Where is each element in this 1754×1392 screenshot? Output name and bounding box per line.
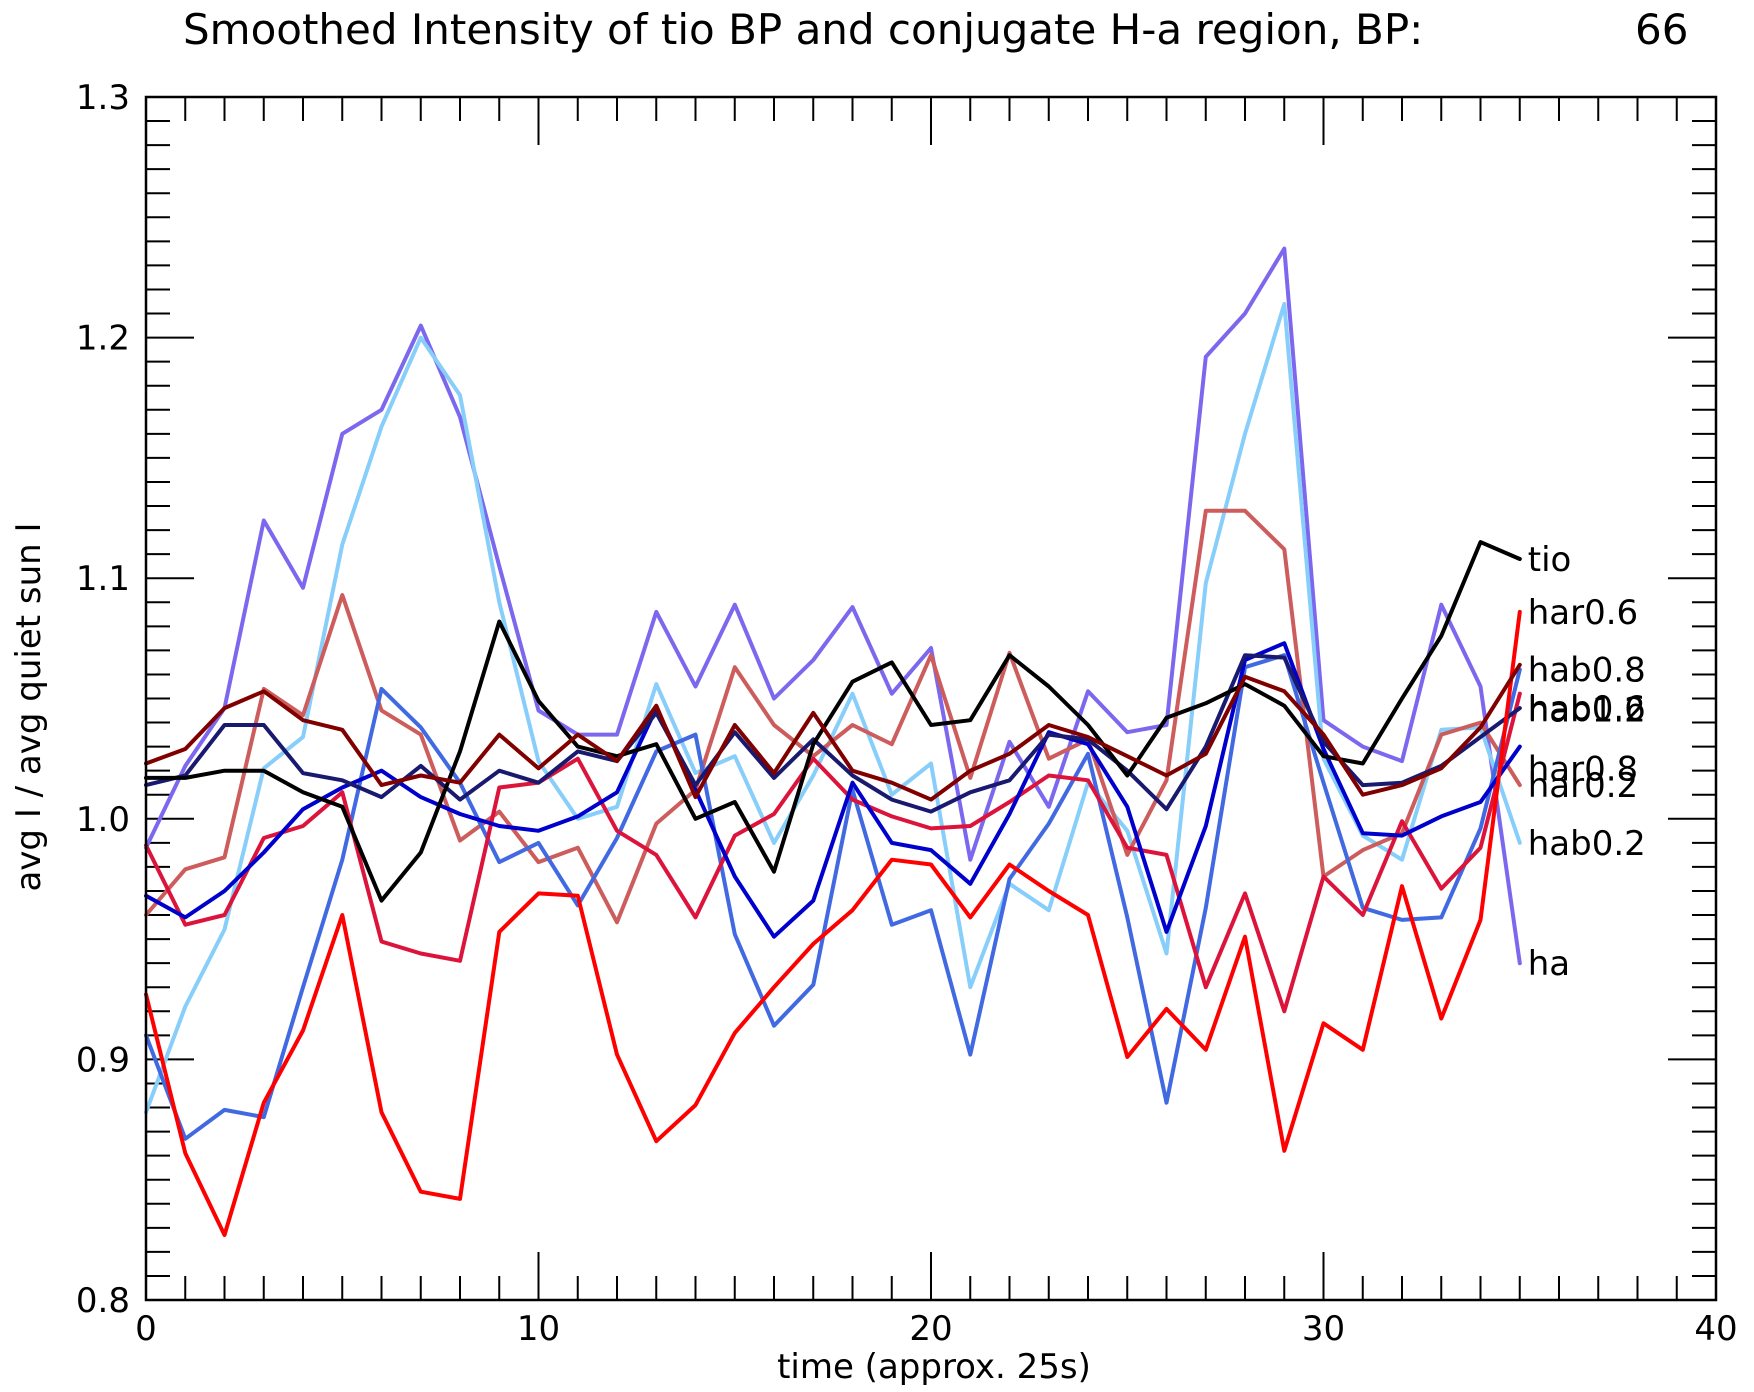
y-tick-label: 0.9 bbox=[76, 1040, 130, 1080]
series-line-tio bbox=[144, 540, 1522, 903]
series-label-ha: ha bbox=[1528, 944, 1570, 984]
series-line-hab0-2 bbox=[144, 301, 1522, 1115]
series-label-tio: tio bbox=[1528, 540, 1572, 580]
series-line-unlabeled bbox=[144, 662, 1522, 802]
series-label-hab1-2: hab1.2 bbox=[1528, 691, 1646, 731]
series-label-hab0-8: hab0.8 bbox=[1528, 651, 1646, 691]
series-label-har0-2: har0.2 bbox=[1528, 766, 1638, 806]
series-label-har0-6: har0.6 bbox=[1528, 593, 1638, 633]
series-lines bbox=[144, 246, 1522, 1237]
x-tick-label: 40 bbox=[1694, 1309, 1737, 1349]
y-tick-label: 1.3 bbox=[76, 78, 130, 118]
series-label-har0-8: har0.8 bbox=[1528, 750, 1638, 790]
x-axis-label: time (approx. 25s) bbox=[777, 1347, 1091, 1387]
y-tick-label: 0.8 bbox=[76, 1281, 130, 1321]
series-label-hab0-2: hab0.2 bbox=[1528, 824, 1646, 864]
axis-tick-labels: 0 10 20 30 40 0.8 0.9 1.0 1.1 1.2 1.3 bbox=[76, 78, 1738, 1349]
chart-title: Smoothed Intensity of tio BP and conjuga… bbox=[183, 5, 1423, 54]
x-tick-label: 0 bbox=[135, 1309, 157, 1349]
y-tick-label: 1.0 bbox=[76, 800, 130, 840]
series-line-hab0-6 bbox=[144, 653, 1522, 814]
x-tick-label: 30 bbox=[1302, 1309, 1345, 1349]
series-line-hab1-2 bbox=[144, 691, 1522, 1014]
series-line-har0-6 bbox=[144, 609, 1522, 1237]
chart-title-value: 66 bbox=[1635, 5, 1688, 54]
plot-frame bbox=[144, 95, 1718, 1302]
axis-ticks bbox=[145, 96, 1717, 1301]
y-axis-label: avg I / avg quiet sun I bbox=[9, 522, 49, 891]
y-tick-label: 1.1 bbox=[76, 559, 130, 599]
series-line-ha bbox=[144, 246, 1522, 966]
x-tick-label: 10 bbox=[517, 1309, 560, 1349]
x-tick-label: 20 bbox=[909, 1309, 952, 1349]
series-label-hab0-6: hab0.6 bbox=[1528, 689, 1646, 729]
y-tick-label: 1.2 bbox=[76, 319, 130, 359]
series-line-hab0-8 bbox=[144, 653, 1522, 1141]
